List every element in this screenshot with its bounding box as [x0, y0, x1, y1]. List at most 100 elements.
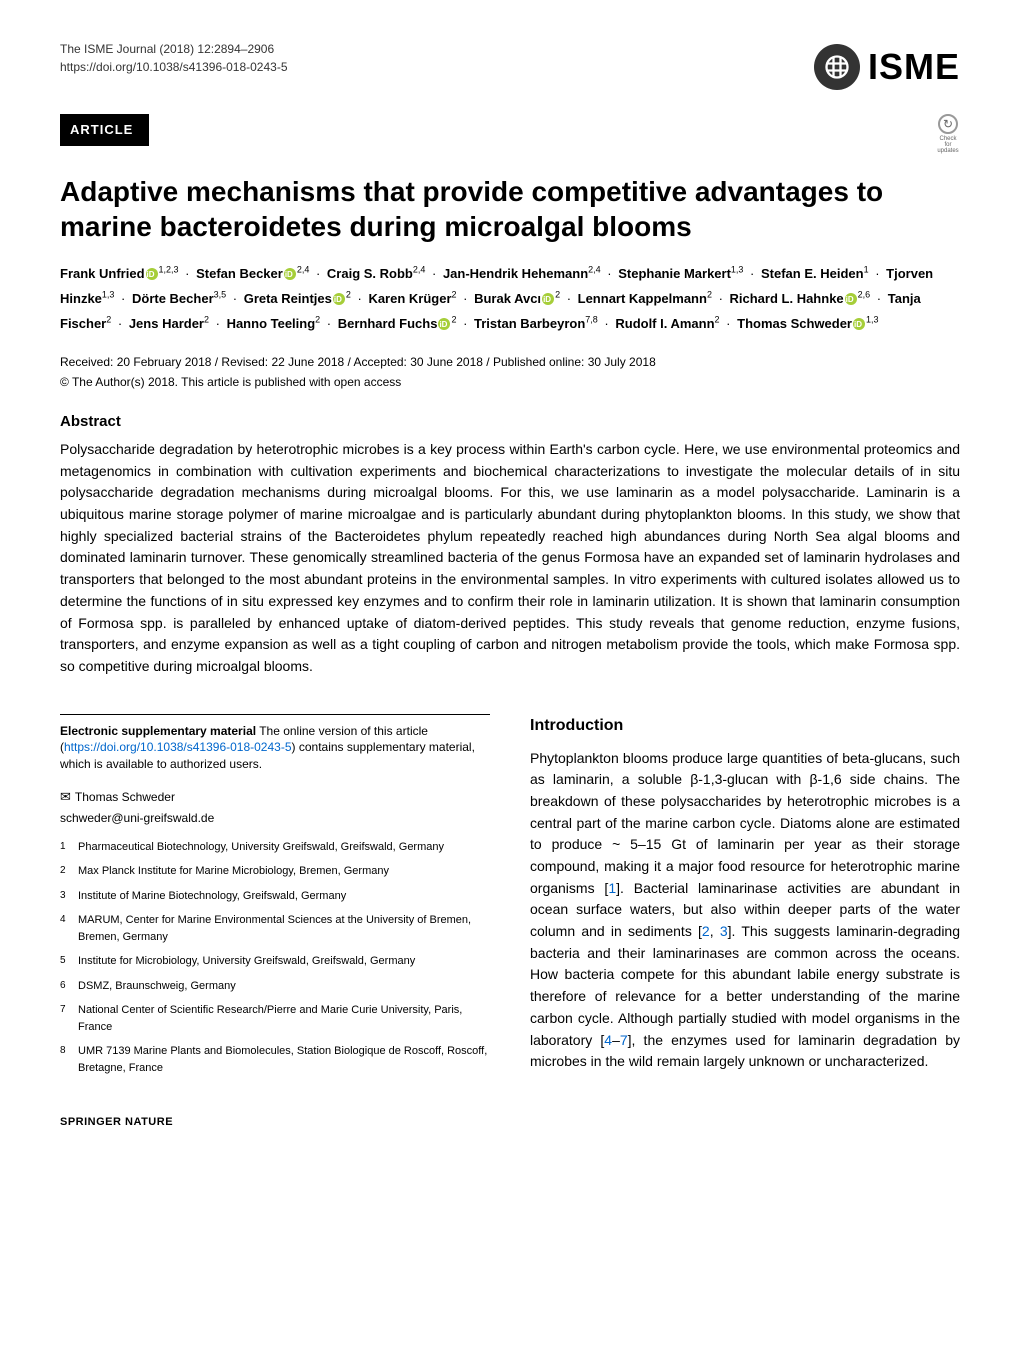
author-separator: ·	[563, 291, 575, 306]
author: Richard L. Hahnke2,6	[730, 291, 871, 306]
affiliation-number: 7	[60, 1002, 78, 1035]
author: Burak Avcı2	[474, 291, 560, 306]
author: Hanno Teeling2	[227, 316, 321, 331]
author-separator: ·	[604, 266, 616, 281]
author-separator: ·	[459, 316, 471, 331]
affiliation-row: 4MARUM, Center for Marine Environmental …	[60, 912, 490, 945]
affiliation-number: 2	[60, 863, 78, 880]
article-dates: Received: 20 February 2018 / Revised: 22…	[60, 353, 960, 371]
abstract-heading: Abstract	[60, 411, 960, 434]
orcid-icon[interactable]	[845, 293, 857, 305]
author-separator: ·	[229, 291, 241, 306]
affiliation-number: 8	[60, 1043, 78, 1076]
author: Bernhard Fuchs2	[338, 316, 457, 331]
author-separator: ·	[323, 316, 335, 331]
author-separator: ·	[428, 266, 440, 281]
doi[interactable]: https://doi.org/10.1038/s41396-018-0243-…	[60, 58, 288, 76]
affiliation-row: 1Pharmaceutical Biotechnology, Universit…	[60, 839, 490, 856]
author-separator: ·	[460, 291, 472, 306]
affiliation-number: 3	[60, 888, 78, 905]
publisher-imprint: SPRINGER NATURE	[60, 1114, 960, 1131]
affiliation-text: UMR 7139 Marine Plants and Biomolecules,…	[78, 1043, 490, 1076]
author: Stefan Becker2,4	[196, 266, 309, 281]
esm-link[interactable]: https://doi.org/10.1038/s41396-018-0243-…	[64, 740, 292, 754]
abstract-text: Polysaccharide degradation by heterotrop…	[60, 439, 960, 678]
comma-1: ,	[710, 923, 720, 939]
affiliation-text: MARUM, Center for Marine Environmental S…	[78, 912, 490, 945]
author-separator: ·	[715, 291, 727, 306]
author-separator: ·	[212, 316, 224, 331]
author-separator: ·	[872, 266, 884, 281]
intro-seg-a: Phytoplankton blooms produce large quant…	[530, 750, 960, 896]
esm-note: Electronic supplementary material The on…	[60, 714, 490, 773]
ref-link-1[interactable]: 1	[608, 880, 616, 896]
affiliation-number: 4	[60, 912, 78, 945]
affiliation-row: 2Max Planck Institute for Marine Microbi…	[60, 863, 490, 880]
corresponding-author: ✉ Thomas Schweder	[60, 787, 490, 807]
article-title: Adaptive mechanisms that provide competi…	[60, 174, 960, 244]
copyright: © The Author(s) 2018. This article is pu…	[60, 373, 960, 391]
affiliation-text: Pharmaceutical Biotechnology, University…	[78, 839, 490, 856]
ref-link-2[interactable]: 2	[702, 923, 710, 939]
author: Frank Unfried1,2,3	[60, 266, 179, 281]
check-updates-text: Check for updates	[936, 136, 960, 154]
affiliation-text: Max Planck Institute for Marine Microbio…	[78, 863, 490, 880]
author: Dörte Becher3,5	[132, 291, 226, 306]
orcid-icon[interactable]	[853, 318, 865, 330]
corr-email[interactable]: schweder@uni-greifswald.de	[60, 809, 490, 827]
affiliation-row: 5Institute for Microbiology, University …	[60, 953, 490, 970]
affiliation-text: National Center of Scientific Research/P…	[78, 1002, 490, 1035]
introduction-text: Phytoplankton blooms produce large quant…	[530, 748, 960, 1073]
author: Lennart Kappelmann2	[578, 291, 712, 306]
author: Jens Harder2	[129, 316, 209, 331]
envelope-icon: ✉	[60, 789, 71, 804]
orcid-icon[interactable]	[542, 293, 554, 305]
author: Thomas Schweder1,3	[737, 316, 878, 331]
journal-logo: ISME	[814, 40, 960, 94]
introduction-heading: Introduction	[530, 714, 960, 738]
author-separator: ·	[114, 316, 126, 331]
author-separator: ·	[117, 291, 129, 306]
logo-text: ISME	[868, 40, 960, 94]
orcid-icon[interactable]	[438, 318, 450, 330]
intro-seg-c: ]. This suggests laminarin-degrading bac…	[530, 923, 960, 1047]
affiliation-row: 8UMR 7139 Marine Plants and Biomolecules…	[60, 1043, 490, 1076]
corr-name: Thomas Schweder	[75, 790, 175, 804]
affiliation-number: 5	[60, 953, 78, 970]
affiliation-text: Institute of Marine Biotechnology, Greif…	[78, 888, 490, 905]
affiliation-number: 1	[60, 839, 78, 856]
article-type-label: ARTICLE	[60, 114, 149, 146]
orcid-icon[interactable]	[333, 293, 345, 305]
author-separator: ·	[746, 266, 758, 281]
refresh-icon: ↻	[938, 114, 958, 134]
journal-citation: The ISME Journal (2018) 12:2894–2906	[60, 40, 288, 58]
affiliations-list: 1Pharmaceutical Biotechnology, Universit…	[60, 839, 490, 1077]
author-separator: ·	[601, 316, 613, 331]
globe-icon	[814, 44, 860, 90]
affiliation-number: 6	[60, 978, 78, 995]
author: Jan-Hendrik Hehemann2,4	[443, 266, 601, 281]
affiliation-row: 6DSMZ, Braunschweig, Germany	[60, 978, 490, 995]
esm-bold: Electronic supplementary material	[60, 724, 256, 738]
author-separator: ·	[312, 266, 324, 281]
author: Craig S. Robb2,4	[327, 266, 425, 281]
author-separator: ·	[354, 291, 366, 306]
affiliation-text: Institute for Microbiology, University G…	[78, 953, 490, 970]
author: Karen Krüger2	[368, 291, 456, 306]
affiliation-row: 7National Center of Scientific Research/…	[60, 1002, 490, 1035]
author-separator: ·	[182, 266, 194, 281]
affiliation-row: 3Institute of Marine Biotechnology, Grei…	[60, 888, 490, 905]
ref-link-3[interactable]: 3	[720, 923, 728, 939]
dash-1: –	[612, 1032, 620, 1048]
author: Rudolf I. Amann2	[615, 316, 719, 331]
orcid-icon[interactable]	[284, 268, 296, 280]
ref-link-7[interactable]: 7	[620, 1032, 628, 1048]
author: Stephanie Markert1,3	[618, 266, 743, 281]
author-list: Frank Unfried1,2,3 · Stefan Becker2,4 · …	[60, 262, 960, 337]
ref-link-4[interactable]: 4	[604, 1032, 612, 1048]
author: Tristan Barbeyron7,8	[474, 316, 598, 331]
author-separator: ·	[873, 291, 885, 306]
check-updates-badge[interactable]: ↻ Check for updates	[936, 114, 960, 144]
author-separator: ·	[723, 316, 735, 331]
orcid-icon[interactable]	[146, 268, 158, 280]
